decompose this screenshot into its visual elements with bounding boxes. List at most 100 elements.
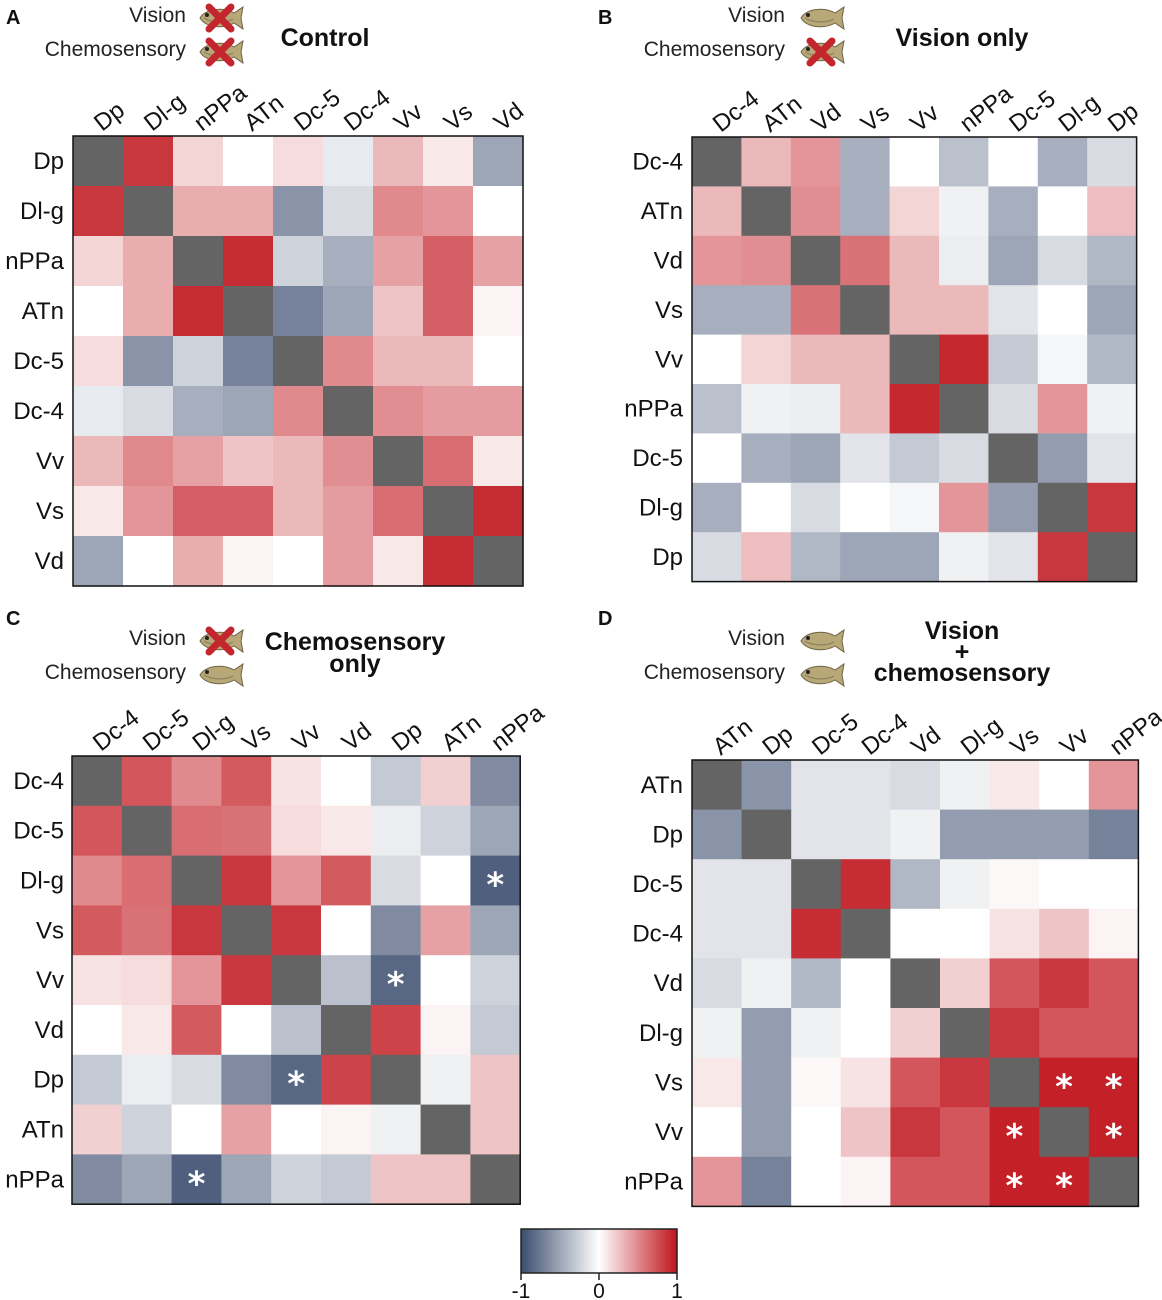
column-label: Vs bbox=[1005, 722, 1044, 761]
heatmap-diagonal-cell bbox=[420, 1104, 471, 1155]
heatmap-cell bbox=[890, 1008, 941, 1059]
disabled-cross bbox=[205, 3, 235, 33]
heatmap-cell bbox=[221, 756, 272, 807]
column-label: ATn bbox=[757, 90, 807, 137]
heatmap-cell bbox=[271, 905, 322, 956]
heatmap-cell bbox=[123, 236, 174, 287]
heatmap-cell bbox=[420, 955, 471, 1006]
heatmap-cell bbox=[889, 532, 940, 583]
row-label: Dl-g bbox=[639, 1020, 683, 1047]
heatmap-cell bbox=[889, 433, 940, 484]
panel-d: D Vision Chemosensory Vision + chemosens… bbox=[598, 608, 1162, 1208]
heatmap-cell bbox=[741, 1107, 792, 1158]
heatmap-cell bbox=[692, 859, 743, 910]
heatmap-diagonal-cell bbox=[173, 236, 224, 287]
heatmap-cell bbox=[790, 186, 841, 237]
heatmap-cell bbox=[73, 186, 124, 237]
heatmap-cell bbox=[473, 386, 524, 437]
fish-stripe bbox=[804, 674, 835, 680]
heatmap-cell bbox=[790, 532, 841, 583]
column-label: Dp bbox=[387, 717, 428, 757]
column-label: Vv bbox=[1055, 722, 1094, 761]
heatmap-cell bbox=[1037, 285, 1088, 336]
heatmap-diagonal-cell bbox=[72, 756, 123, 807]
heatmap-cell bbox=[373, 486, 424, 537]
disabled-cross bbox=[806, 37, 836, 67]
heatmap-cell bbox=[271, 1005, 322, 1056]
panel-letter-b: B bbox=[598, 7, 612, 29]
heatmap-cell bbox=[692, 1107, 743, 1158]
heatmap-cell bbox=[988, 334, 1039, 385]
chemosensory-legend-label: Chemosensory bbox=[45, 38, 187, 61]
row-label: nPPa bbox=[624, 396, 683, 423]
heatmap-cell bbox=[273, 386, 324, 437]
heatmap-diagonal-cell bbox=[321, 1005, 372, 1056]
heatmap-cell bbox=[840, 1057, 891, 1108]
heatmap-cell bbox=[1039, 908, 1090, 959]
row-label: Vd bbox=[654, 248, 683, 275]
heatmap-cell bbox=[121, 1104, 173, 1155]
heatmap-cell bbox=[173, 536, 224, 587]
heatmap-cell bbox=[271, 1154, 322, 1205]
heatmap-cell bbox=[1039, 1008, 1090, 1059]
heatmap-cell bbox=[423, 236, 474, 287]
column-label: Dc-4 bbox=[708, 85, 765, 137]
heatmap-cell bbox=[123, 136, 174, 187]
heatmap-cell bbox=[840, 235, 891, 286]
heatmap-diagonal-cell bbox=[889, 334, 940, 385]
colorbar-mid-label: 0 bbox=[593, 1280, 605, 1300]
row-label: Vv bbox=[36, 448, 64, 475]
significance-star: * bbox=[486, 866, 504, 906]
heatmap-cell bbox=[939, 137, 989, 187]
row-label: Dc-4 bbox=[13, 768, 64, 795]
heatmap-cell bbox=[1087, 186, 1138, 237]
column-label: Dc-4 bbox=[339, 84, 396, 136]
heatmap-cell bbox=[171, 805, 222, 857]
heatmap-cell bbox=[1037, 433, 1088, 484]
heatmap-cell bbox=[989, 958, 1040, 1009]
heatmap-diagonal-cell bbox=[423, 486, 474, 537]
heatmap-cell bbox=[791, 1057, 842, 1108]
heatmap-cell bbox=[121, 1005, 173, 1056]
heatmap-cell bbox=[940, 859, 991, 910]
panel-title-c-line-1: Chemosensory bbox=[265, 628, 446, 656]
heatmap-cell bbox=[73, 236, 124, 287]
heatmap-cell bbox=[173, 386, 224, 437]
heatmap-cell bbox=[323, 236, 374, 287]
heatmap-cell bbox=[741, 235, 792, 286]
heatmap-frame bbox=[71, 755, 521, 1205]
row-label: Dp bbox=[652, 544, 683, 571]
heatmap-cell bbox=[840, 433, 891, 484]
heatmap-cell bbox=[420, 756, 471, 807]
heatmap-cell bbox=[890, 1057, 941, 1108]
heatmap-cell bbox=[370, 1154, 422, 1205]
heatmap-cell bbox=[323, 486, 374, 537]
heatmap-cell bbox=[73, 336, 124, 387]
heatmap-cell bbox=[840, 532, 891, 583]
heatmap-cell bbox=[171, 756, 222, 807]
row-label: Dc-5 bbox=[632, 445, 683, 472]
row-label: Vv bbox=[655, 346, 683, 373]
heatmap-cell bbox=[840, 186, 891, 237]
heatmap-cell bbox=[741, 285, 792, 336]
heatmap-cell bbox=[370, 1005, 422, 1056]
heatmap-cell bbox=[741, 384, 792, 434]
heatmap-cell bbox=[939, 186, 989, 237]
row-label: Dc-5 bbox=[13, 818, 64, 845]
heatmap-cell bbox=[840, 859, 891, 910]
heatmap-cell bbox=[1039, 1156, 1090, 1207]
heatmap-cell bbox=[121, 1154, 173, 1205]
heatmap-diagonal-cell bbox=[741, 186, 792, 237]
heatmap-cell bbox=[889, 137, 940, 187]
heatmap-cell bbox=[741, 532, 792, 583]
heatmap-frame bbox=[691, 136, 1138, 583]
heatmap-cell bbox=[373, 386, 424, 437]
panel-title-b-line-1: Vision only bbox=[896, 24, 1029, 52]
column-label: nPPa bbox=[486, 699, 549, 757]
fish-eye bbox=[205, 47, 209, 51]
heatmap-cell bbox=[939, 532, 989, 583]
heatmap-cell bbox=[373, 536, 424, 587]
heatmap-cell bbox=[473, 136, 524, 187]
heatmap-cell bbox=[473, 486, 524, 537]
heatmap-frame bbox=[72, 135, 524, 587]
